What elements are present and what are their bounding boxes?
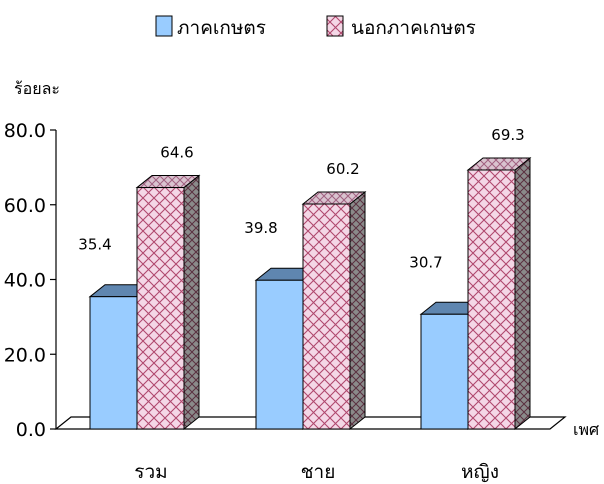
y-tick-label: 80.0 <box>4 120 46 142</box>
data-label: 35.4 <box>78 236 111 254</box>
legend-item-1: นอกภาคเกษตร <box>326 15 476 39</box>
y-tick-label: 60.0 <box>4 195 46 217</box>
legend-label: นอกภาคเกษตร <box>351 17 476 39</box>
x-axis-title: เพศ <box>573 420 599 439</box>
bar-nonagri-2 <box>466 156 532 431</box>
y-axis: 0.0 20.0 40.0 60.0 80.0 <box>4 120 57 441</box>
y-tick-label: 40.0 <box>4 270 46 292</box>
legend: ภาคเกษตร นอกภาคเกษตร <box>155 15 476 39</box>
legend-label: ภาคเกษตร <box>177 17 266 39</box>
legend-swatch <box>155 15 173 37</box>
y-tick-label: 0.0 <box>16 419 46 441</box>
y-axis-title: ร้อยละ <box>14 79 60 98</box>
data-labels: 35.4 64.6 39.8 60.2 30.7 69.3 <box>78 126 524 271</box>
category-labels: รวม ชาย หญิง <box>134 461 499 483</box>
bar-nonagri-1 <box>301 190 367 431</box>
data-label: 30.7 <box>409 253 442 271</box>
data-label: 60.2 <box>326 160 359 178</box>
legend-swatch <box>326 15 344 37</box>
data-label: 64.6 <box>160 144 193 162</box>
category-label: รวม <box>134 461 167 483</box>
data-label: 69.3 <box>491 126 524 144</box>
category-label: ชาย <box>301 461 336 483</box>
bar-nonagri-0 <box>135 174 201 431</box>
data-label: 39.8 <box>244 219 277 237</box>
bars <box>88 156 532 431</box>
y-tick-label: 20.0 <box>4 344 46 366</box>
legend-item-0: ภาคเกษตร <box>155 15 266 39</box>
category-label: หญิง <box>461 461 499 483</box>
